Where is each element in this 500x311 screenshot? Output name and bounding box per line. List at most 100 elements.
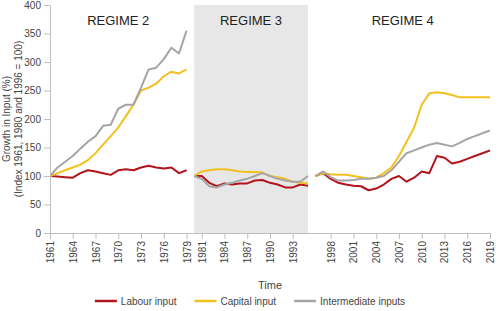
x-tick: 1979 [182,233,193,263]
x-tick-label: 1967 [91,241,102,264]
x-tick: 1998 [326,233,337,263]
series-line [316,92,490,179]
y-tick-label: 150 [24,142,41,153]
x-tick: 2013 [439,233,450,263]
x-tick-mark [247,233,248,239]
x-tick-mark [202,233,203,239]
x-tick-label: 1998 [326,241,337,264]
x-tick-mark [141,233,142,239]
series-line [50,31,187,176]
x-tick: 2016 [462,233,473,263]
y-tick-label: 100 [24,171,41,182]
x-tick-label: 1987 [242,241,253,264]
legend-item: Labour input [95,296,177,307]
x-tick-label: 2010 [417,241,428,264]
legend-label: Labour input [121,296,177,307]
regime-band [194,5,308,233]
x-tick-label: 2019 [485,241,496,264]
x-tick: 1981 [197,233,208,263]
x-tick: 2010 [417,233,428,263]
legend-swatch [194,300,216,303]
x-tick-mark [73,233,74,239]
x-tick-label: 2016 [462,241,473,264]
y-axis-title: (Index 1961, 1980 and 1996 = 100) [13,41,24,198]
plot: REGIME 2REGIME 3REGIME 40501001502002503… [24,0,496,263]
legend-swatch [294,300,316,303]
x-tick: 1973 [136,233,147,263]
series-line [316,130,490,180]
y-tick: 250 [24,85,50,96]
x-tick: 1970 [113,233,124,263]
y-tick: 0 [35,228,50,239]
y-tick-mark [44,34,50,35]
x-tick-mark [187,233,188,239]
x-tick-mark [270,233,271,239]
x-tick-mark [399,233,400,239]
y-tick-label: 0 [35,228,41,239]
legend-item: Capital input [194,296,276,307]
x-tick-mark [376,233,377,239]
x-tick: 1984 [219,233,230,263]
y-tick-mark [44,148,50,149]
x-tick-label: 1981 [197,241,208,264]
x-tick-label: 1961 [45,241,56,264]
x-tick-mark [490,233,491,239]
y-tick-mark [44,119,50,120]
y-tick: 200 [24,114,50,125]
x-tick-mark [96,233,97,239]
x-tick-label: 1993 [288,241,299,264]
x-tick-label: 1984 [219,241,230,264]
legend: Labour input Capital input Intermediate in… [95,296,405,307]
y-tick-label: 200 [24,114,41,125]
legend-swatch [95,300,117,303]
x-tick-mark [224,233,225,239]
y-tick-mark [44,5,50,6]
x-tick-label: 2013 [439,241,450,264]
y-tick-label: 300 [24,57,41,68]
series-line [194,173,308,187]
y-tick-mark [44,91,50,92]
x-tick: 2019 [485,233,496,263]
x-tick-mark [467,233,468,239]
y-tick: 150 [24,142,50,153]
x-tick-mark [444,233,445,239]
x-tick-mark [353,233,354,239]
x-tick: 2004 [371,233,382,263]
x-tick: 1987 [242,233,253,263]
y-tick: 300 [24,57,50,68]
x-tick: 1967 [91,233,102,263]
x-tick-mark [422,233,423,239]
y-tick-mark [44,62,50,63]
series-line [50,69,187,176]
x-tick-mark [50,233,51,239]
x-tick-label: 2007 [394,241,405,264]
y-axis-line [50,6,51,234]
y-tick-label: 400 [24,0,41,11]
x-axis: 1961196419671970197319761979198119841987… [45,233,496,263]
x-tick-mark [164,233,165,239]
x-tick-label: 2004 [371,241,382,264]
chart: REGIME 2REGIME 3REGIME 40501001502002503… [0,0,500,311]
x-tick: 1964 [68,233,79,263]
x-tick: 1990 [265,233,276,263]
y-tick-mark [44,205,50,206]
x-tick-label: 1970 [113,241,124,264]
legend-label: Intermediate inputs [320,296,405,307]
x-tick-label: 1964 [68,241,79,264]
x-tick-mark [331,233,332,239]
y-axis: 050100150200250300350400 [24,0,50,239]
x-tick: 2001 [348,233,359,263]
x-tick: 1961 [45,233,56,263]
x-tick-label: 1979 [182,241,193,264]
y-axis-title: Growth in Input (%) [1,76,12,162]
legend-label: Capital input [220,296,276,307]
x-axis-title: Time [258,279,282,291]
x-tick-label: 1973 [136,241,147,264]
y-tick-mark [44,176,50,177]
marks [50,5,490,233]
x-tick: 1993 [288,233,299,263]
y-tick: 50 [30,199,50,210]
regime-label: REGIME 3 [220,13,282,28]
y-tick: 100 [24,171,50,182]
y-tick-label: 250 [24,85,41,96]
